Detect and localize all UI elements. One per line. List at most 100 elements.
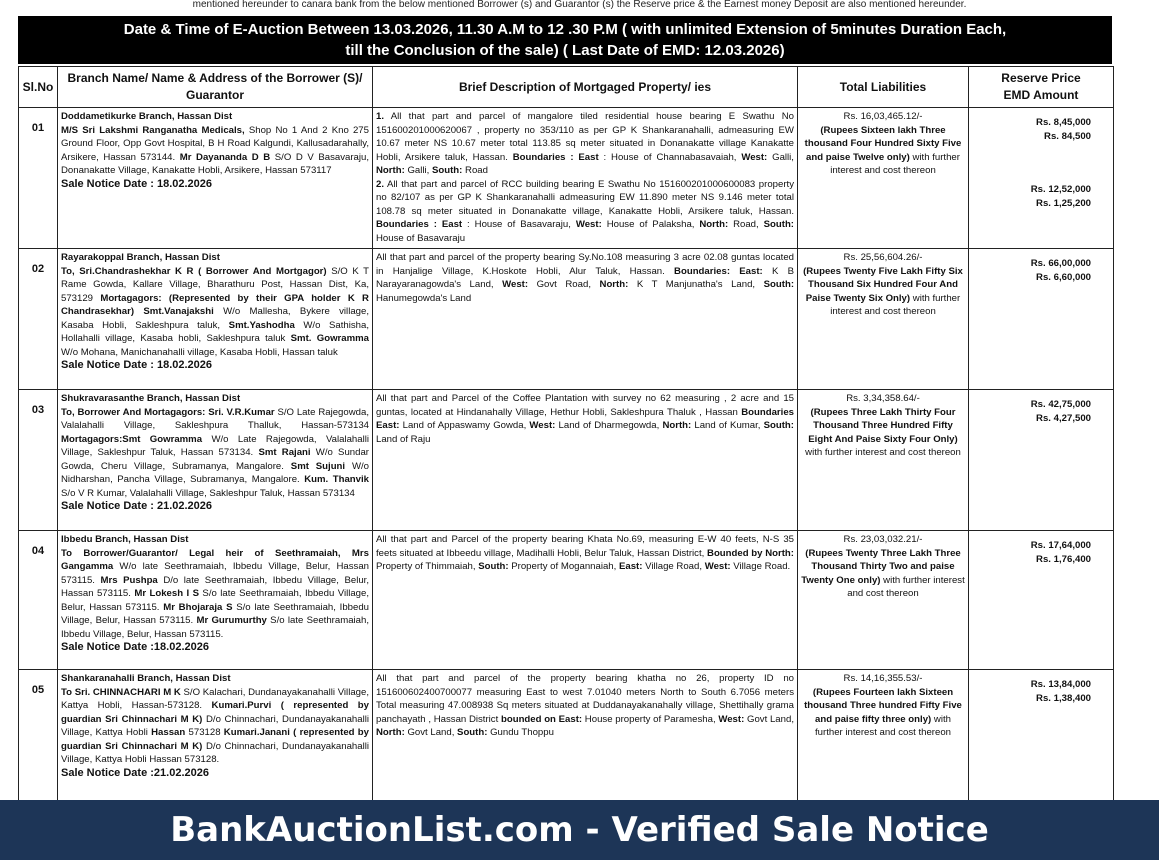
text-segment: D/o Chinnachari, Dundanayakanahalli Vill… xyxy=(61,740,369,766)
text-segment: Rs. 16,03,465.12/- xyxy=(843,111,923,122)
sale-notice-date: Sale Notice Date : 18.02.2026 xyxy=(61,177,213,190)
text-segment: Hanumegowda's Land xyxy=(376,292,472,304)
text-segment: Village Road, xyxy=(642,561,705,572)
text-segment: South: xyxy=(431,165,463,176)
text-segment: North: xyxy=(662,420,692,431)
property-description: All that part and Parcel of the Coffee P… xyxy=(372,389,798,531)
text-segment: Land of Dharmegowda, xyxy=(555,420,663,431)
text-segment: with further interest and cost thereon xyxy=(830,151,960,177)
text-segment: with further interest and cost thereon xyxy=(815,713,951,739)
text-segment: House of Palaksha, xyxy=(601,219,700,230)
text-segment: North: xyxy=(376,727,405,738)
text-segment: (Rupees Twenty Three Lakh Three Thousand… xyxy=(801,547,961,586)
text-segment: Rs. 3,34,358.64/- xyxy=(846,393,920,404)
serial-number: 01 xyxy=(18,107,58,249)
text-segment: Smt.Yashodha xyxy=(228,319,295,331)
text-segment: M/S Sri Lakshmi Ranganatha Medicals, xyxy=(61,124,245,136)
text-segment: Boundaries: East: xyxy=(674,265,763,277)
reserve-price-emd: Rs. 66,00,000 Rs. 6,60,000 xyxy=(968,248,1114,390)
text-segment: Land of Raju xyxy=(376,433,431,445)
table-row: 05 Shankaranahalli Branch, Hassan Dist To … xyxy=(18,669,1114,801)
text-segment: K B Narayaranagowda's Land, xyxy=(376,265,794,291)
total-liabilities: Rs. 14,16,355.53/- (Rupees Fourteen lakh … xyxy=(797,669,969,801)
text-segment: Gundu Thoppu xyxy=(487,727,554,738)
emd-amount: Rs. 84,500 xyxy=(1044,130,1091,142)
serial-number: 05 xyxy=(18,669,58,801)
text-segment: Kumari.Purvi ( represented by guardian S… xyxy=(61,700,369,725)
text-segment: Road xyxy=(462,165,488,176)
text-segment: D/o Chinnachari, Dundanayakanahalli Vill… xyxy=(61,713,369,739)
text-segment: Hassan xyxy=(151,727,186,738)
text-segment: Doddametikurke Branch, Hassan Dist xyxy=(61,111,233,122)
text-segment: Galli, xyxy=(404,165,432,176)
text-segment: S/o V R Kumar, Valalahalli Village, Sakl… xyxy=(61,487,355,499)
reserve-price: Rs. 17,64,000 xyxy=(1030,540,1091,551)
emd-amount: Rs. 4,27,500 xyxy=(1036,412,1091,424)
text-segment: : House of Basavaraju, xyxy=(462,219,576,230)
text-segment: Mortagagors:Smt Gowramma xyxy=(61,433,203,445)
text-segment: West: xyxy=(741,151,768,163)
text-segment: (Rupees Fourteen lakh Sixteen thousand T… xyxy=(804,686,962,725)
text-segment: South: xyxy=(478,561,509,572)
text-segment: South: xyxy=(457,727,488,738)
text-segment: Mortagagors: (Represented by their GPA h… xyxy=(61,292,369,318)
property-description: All that part and parcel of the property… xyxy=(372,248,798,390)
text-segment: Mr Gurumurthy xyxy=(196,615,267,626)
sale-notice-date: Sale Notice Date : 18.02.2026 xyxy=(61,359,213,371)
property-description: All that part and parcel of the property… xyxy=(372,669,798,801)
reserve-price: Rs. 66,00,000 xyxy=(1030,258,1091,269)
serial-number: 04 xyxy=(18,530,58,670)
text-segment: 573128 xyxy=(185,727,224,738)
text-segment: Shukravarasanthe Branch, Hassan Dist xyxy=(61,393,241,404)
text-segment: 2. xyxy=(376,178,385,190)
reserve-price-emd: Rs. 13,84,000 Rs. 1,38,400 xyxy=(968,669,1114,801)
text-segment: Boundaries : East xyxy=(376,219,463,230)
text-segment: Boundaries East: xyxy=(376,406,794,432)
text-segment: Shop No 1 And 2 Kno 275 Ground Floor, Op… xyxy=(61,124,369,163)
sale-notice-date: Sale Notice Date :18.02.2026 xyxy=(61,641,209,653)
text-segment: To Sri. CHINNACHARI M K xyxy=(61,686,181,698)
text-segment: Shankaranahalli Branch, Hassan Dist xyxy=(61,673,231,684)
header-liabilities: Total Liabilities xyxy=(797,66,969,108)
reserve-price-emd: Rs. 8,45,000 Rs. 84,500 Rs. 12,52,000 Rs. 1… xyxy=(968,107,1114,249)
text-segment: Rs. 25,56,604.26/- xyxy=(843,252,923,263)
text-segment: S/o late Seethramaiah, Ibbedu Village, B… xyxy=(61,601,369,627)
text-segment: North: xyxy=(376,165,405,176)
text-segment: (Rupees Sixteen lakh Three thousand Four… xyxy=(804,124,962,163)
text-segment: W/o late Seethramaiah, Ibbedu Village, B… xyxy=(61,561,369,586)
text-segment: Govt Road, xyxy=(528,279,600,290)
text-segment: S/o late Seethramaiah, Ibbedu Village, B… xyxy=(61,615,369,640)
sale-notice-date: Sale Notice Date : 21.02.2026 xyxy=(61,500,213,512)
text-segment: West: xyxy=(529,420,556,431)
borrower-cell: Shukravarasanthe Branch, Hassan Dist To, … xyxy=(57,389,373,531)
table-row: 01 Doddametikurke Branch, Hassan Dist M/S … xyxy=(18,107,1114,249)
text-segment: Smt. Gowramma xyxy=(290,333,369,344)
text-segment: House of Basavaraju xyxy=(376,232,466,244)
emd-amount: Rs. 1,38,400 xyxy=(1036,692,1091,704)
text-segment: 1. xyxy=(376,111,385,122)
text-segment: Mr Bhojaraja S xyxy=(163,601,233,613)
reserve-price: Rs. 12,52,000 xyxy=(1030,184,1091,195)
text-segment: Rayarakoppal Branch, Hassan Dist xyxy=(61,252,220,263)
text-segment: with further interest and cost thereon xyxy=(847,574,965,600)
reserve-price: Rs. 8,45,000 xyxy=(1036,117,1091,128)
serial-number: 02 xyxy=(18,248,58,390)
text-segment: To, Borrower And Mortagagors: Sri. V.R.K… xyxy=(61,406,275,418)
table-row: 02 Rayarakoppal Branch, Hassan Dist To, Sr… xyxy=(18,248,1114,390)
text-segment: West: xyxy=(502,279,529,290)
text-segment: : House of Channabasavaiah, xyxy=(598,151,742,163)
text-segment: bounded on East: xyxy=(500,713,583,725)
serial-number: 03 xyxy=(18,389,58,531)
header-borrower: Branch Name/ Name & Address of the Borro… xyxy=(57,66,373,108)
text-segment: West: xyxy=(718,713,745,725)
footer-watermark-banner: BankAuctionList.com - Verified Sale Noti… xyxy=(0,800,1159,860)
borrower-cell: Doddametikurke Branch, Hassan Dist M/S Sr… xyxy=(57,107,373,249)
text-segment: Smt Rajani xyxy=(258,447,311,458)
text-segment: West: xyxy=(575,219,602,230)
text-segment: Mr Lokesh I S xyxy=(134,588,199,599)
reserve-price: Rs. 13,84,000 xyxy=(1030,679,1091,690)
text-segment: with further interest and cost thereon xyxy=(830,292,961,318)
text-segment: All that part and parcel of RCC building… xyxy=(376,178,794,217)
text-segment: (Rupees Twenty Five Lakh Fifty Six Thous… xyxy=(803,265,963,304)
borrower-cell: Shankaranahalli Branch, Hassan Dist To Sr… xyxy=(57,669,373,801)
